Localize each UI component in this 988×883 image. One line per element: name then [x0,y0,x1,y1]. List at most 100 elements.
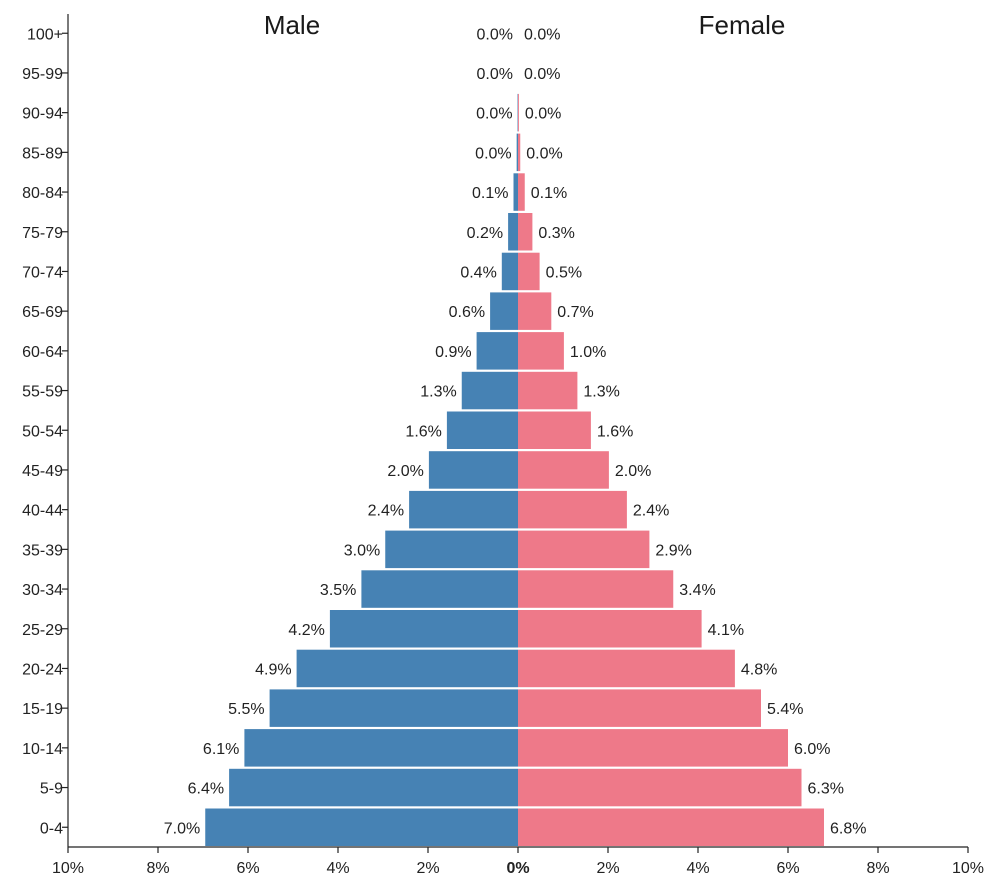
male-bar-55-59 [461,371,518,410]
x-tick-label: 6% [236,860,259,877]
female-value-label: 1.0% [570,344,606,361]
female-bar-90-94 [518,93,519,132]
age-group-label: 90-94 [22,106,63,123]
female-value-label: 3.4% [679,582,715,599]
age-group-label: 20-24 [22,661,63,678]
age-group-label: 50-54 [22,423,63,440]
age-group-label: 25-29 [22,622,63,639]
male-value-label: 0.1% [472,185,508,202]
female-bar-15-19 [518,689,761,727]
male-bar-40-44 [409,490,518,529]
male-bar-35-39 [385,530,518,569]
female-value-label: 0.0% [525,106,561,123]
male-value-label: 2.0% [387,463,423,480]
male-bar-65-69 [490,292,518,330]
male-bar-0-4 [205,808,518,846]
male-value-label: 1.3% [420,384,456,401]
female-bar-30-34 [518,570,674,608]
age-group-label: 70-74 [22,264,63,281]
male-bar-25-29 [329,610,518,648]
age-group-label: 80-84 [22,185,63,202]
male-value-label: 0.2% [467,225,503,242]
female-value-label: 0.7% [557,304,593,321]
female-bar-55-59 [518,371,578,410]
male-value-label: 4.2% [288,622,324,639]
female-bar-35-39 [518,530,650,569]
female-value-label: 4.8% [741,661,777,678]
male-value-label: 5.5% [228,701,264,718]
female-value-label: 1.6% [597,423,633,440]
male-title: Male [264,10,320,40]
male-value-label: 4.9% [255,661,291,678]
male-bar-5-9 [229,768,518,807]
male-value-label: 3.0% [344,542,380,559]
male-bar-70-74 [501,252,518,291]
female-bar-65-69 [518,292,552,330]
female-bar-85-89 [518,133,521,172]
female-value-label: 0.0% [524,26,560,43]
female-bar-20-24 [518,649,735,688]
male-bar-50-54 [446,411,518,449]
female-value-label: 4.1% [708,622,744,639]
x-tick-label: 8% [146,860,169,877]
male-bar-15-19 [269,689,518,727]
female-bar-60-64 [518,332,564,370]
male-value-label: 6.4% [188,781,224,798]
female-bar-5-9 [518,768,802,807]
x-ticks-group: 10% 8% 6% 4% 2% 0% 2% 4% 6% 8% 10% [52,847,984,877]
x-tick-label: 8% [866,860,889,877]
female-value-label: 0.0% [526,145,562,162]
male-bar-20-24 [296,649,518,688]
age-group-label: 0-4 [40,820,63,837]
female-value-label: 5.4% [767,701,803,718]
age-group-label: 60-64 [22,344,63,361]
female-value-label: 0.5% [546,264,582,281]
x-tick-label: 2% [416,860,439,877]
male-value-label: 0.4% [460,264,496,281]
female-value-label: 2.0% [615,463,651,480]
female-value-label: 1.3% [583,384,619,401]
age-group-label: 5-9 [40,781,63,798]
male-bar-45-49 [428,451,518,489]
age-group-label: 35-39 [22,542,63,559]
age-group-label: 75-79 [22,225,63,242]
x-tick-label: 10% [952,860,984,877]
female-value-label: 0.1% [531,185,567,202]
age-group-label: 95-99 [22,66,63,83]
male-value-label: 0.0% [476,106,512,123]
female-bar-25-29 [518,610,702,648]
male-value-label: 0.0% [477,26,513,43]
male-bar-85-89 [516,133,518,172]
male-value-label: 0.9% [435,344,471,361]
age-labels-group: 0-4 5-9 10-14 15-19 20-24 25-29 30-34 35-39 40-4… [22,26,68,837]
age-group-label: 45-49 [22,463,63,480]
male-bar-60-64 [476,332,518,370]
female-bar-75-79 [518,213,533,251]
male-bar-10-14 [244,729,518,767]
male-bar-75-79 [508,213,518,251]
age-group-label: 55-59 [22,384,63,401]
female-bar-10-14 [518,729,788,767]
female-bar-40-44 [518,490,627,529]
female-value-label: 6.3% [808,781,844,798]
x-tick-label: 6% [776,860,799,877]
x-tick-label: 0% [506,860,529,877]
female-bar-45-49 [518,451,609,489]
female-value-label: 6.8% [830,820,866,837]
bars-group [205,93,824,846]
male-value-label: 3.5% [320,582,356,599]
age-group-label: 85-89 [22,145,63,162]
value-labels-group: 7.0% 6.8% 6.4% 6.3% 6.1% 6.0% 5.5% 5.4% 4.9% 4.8%… [164,26,867,837]
age-group-label: 40-44 [22,503,63,520]
male-value-label: 0.6% [449,304,485,321]
female-value-label: 0.3% [538,225,574,242]
male-bar-30-34 [361,570,518,608]
female-bar-70-74 [518,252,540,291]
male-bar-80-84 [513,173,518,211]
male-value-label: 7.0% [164,820,200,837]
age-group-label: 30-34 [22,582,63,599]
female-bar-0-4 [518,808,824,846]
male-value-label: 2.4% [368,503,404,520]
age-group-label: 15-19 [22,701,63,718]
